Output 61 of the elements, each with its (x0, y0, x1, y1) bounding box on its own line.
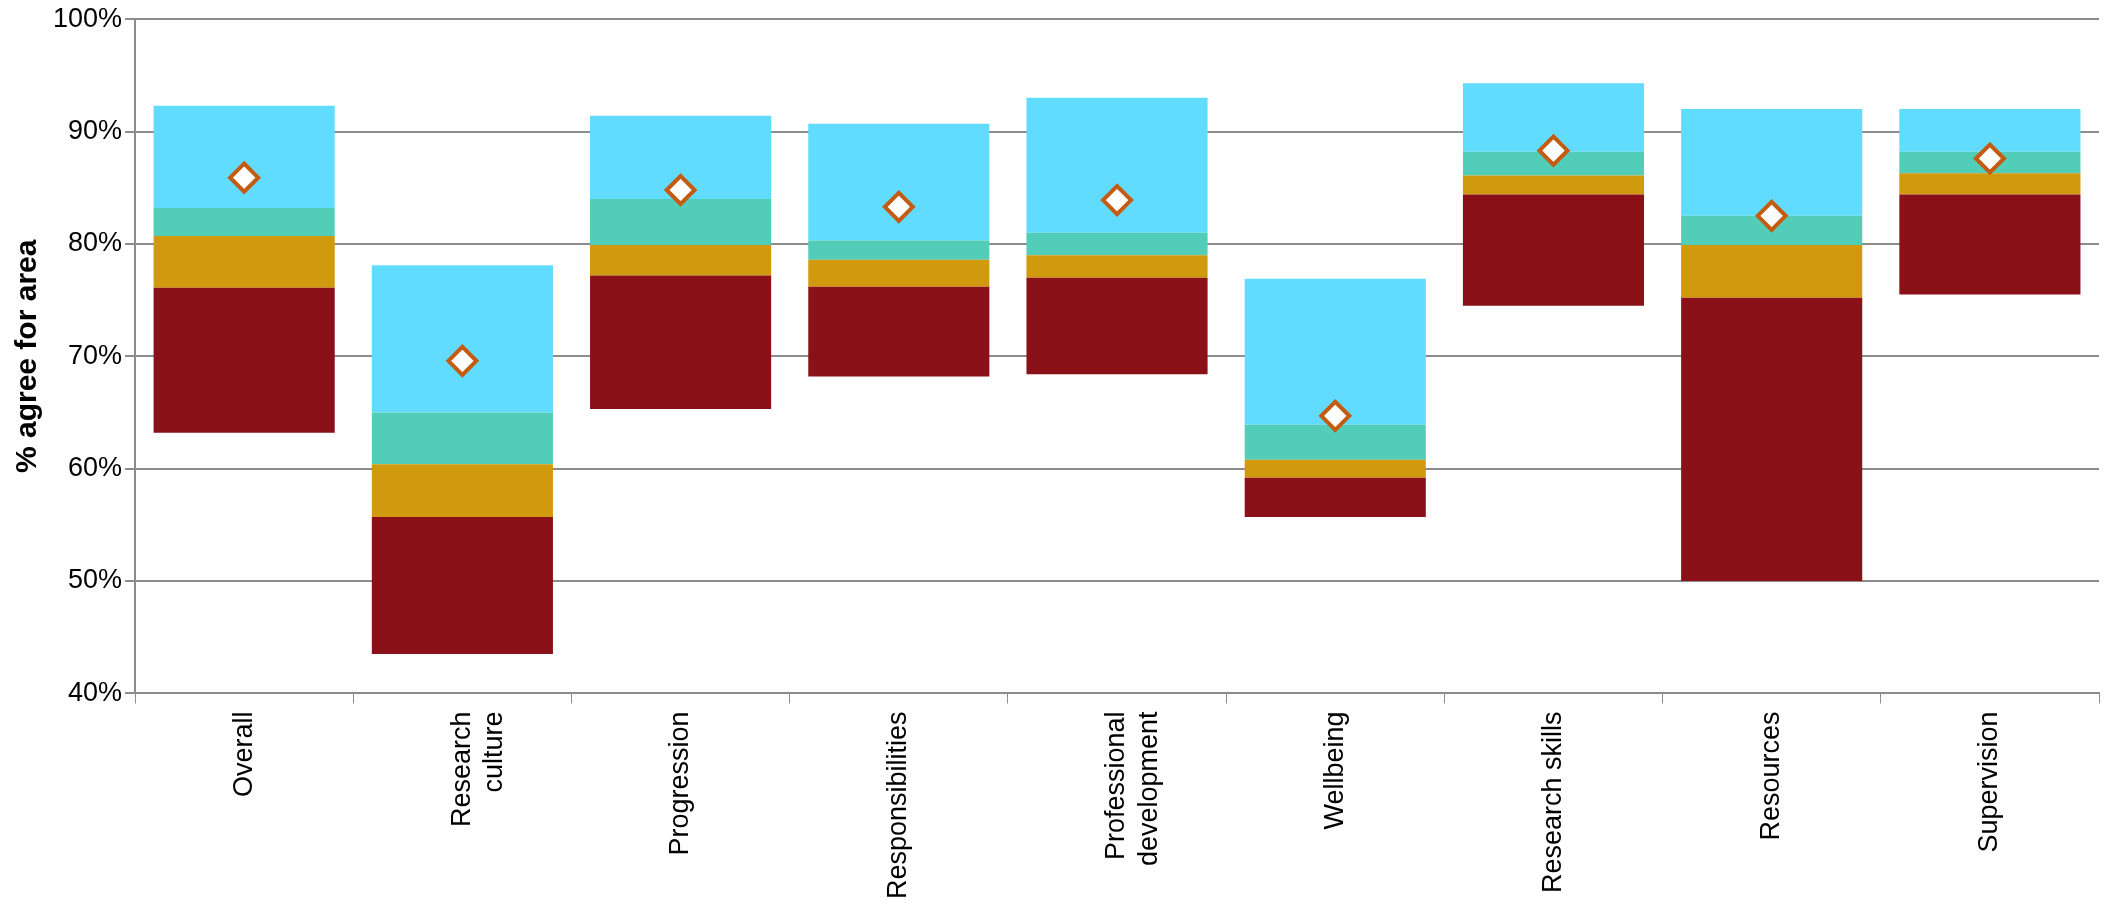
bar (1026, 97, 1208, 233)
bar (1026, 277, 1208, 375)
point (1973, 142, 2006, 175)
x-tick-label: Progression (664, 711, 695, 856)
bar (371, 464, 553, 517)
point (446, 344, 479, 377)
x-tick-label: Responsibilities (882, 711, 913, 899)
bar (1244, 278, 1426, 425)
bar (590, 275, 772, 410)
bar (1462, 175, 1645, 195)
y-tick-label: 70% (68, 339, 123, 370)
point (228, 161, 261, 194)
bar (1244, 459, 1426, 478)
bar (808, 259, 990, 287)
bar (1681, 215, 1863, 246)
point (664, 174, 697, 206)
y-tick-label: 80% (68, 227, 123, 258)
y-tick-label: 50% (68, 564, 123, 595)
bar (1462, 83, 1645, 152)
bar (371, 412, 553, 465)
bar (153, 105, 335, 208)
point (1101, 184, 1134, 217)
x-tick-label: Supervision (1973, 711, 2004, 853)
bar (1462, 194, 1645, 306)
x-tick-label: Resources (1755, 711, 1786, 841)
bar (1462, 151, 1645, 176)
bar (1681, 245, 1863, 298)
point (1755, 199, 1788, 232)
bar (1899, 109, 2081, 152)
bar (153, 207, 335, 237)
bar (371, 265, 553, 413)
x-tick-label: Wellbeing (1318, 711, 1349, 830)
bar (153, 287, 335, 433)
bar (153, 236, 335, 288)
bar (1681, 297, 1863, 582)
y-tick-label: 90% (68, 115, 123, 146)
bar (1026, 255, 1208, 278)
bar (808, 240, 990, 260)
point (882, 190, 915, 223)
x-tick-label: Research skills (1536, 711, 1567, 893)
bar (590, 115, 772, 199)
y-tick-label: 40% (68, 676, 123, 707)
bar (1899, 194, 2081, 295)
bar (1899, 173, 2081, 195)
point (1319, 399, 1352, 432)
y-tick-label: 60% (68, 452, 123, 483)
bar (1244, 424, 1426, 460)
bar (1244, 477, 1426, 517)
bar (590, 245, 772, 276)
bar (590, 198, 772, 246)
bar (1026, 232, 1208, 256)
x-tick-label: Professional development (1100, 710, 1163, 867)
bar (808, 123, 990, 241)
y-axis-title: % agree for area (9, 239, 43, 474)
x-tick-label: Research culture (445, 711, 509, 827)
bar (808, 286, 990, 377)
x-tick-label: Overall (227, 711, 258, 797)
bar (1681, 109, 1863, 216)
y-tick-label: 100% (52, 2, 123, 33)
point (1537, 134, 1570, 167)
bar (371, 516, 553, 655)
